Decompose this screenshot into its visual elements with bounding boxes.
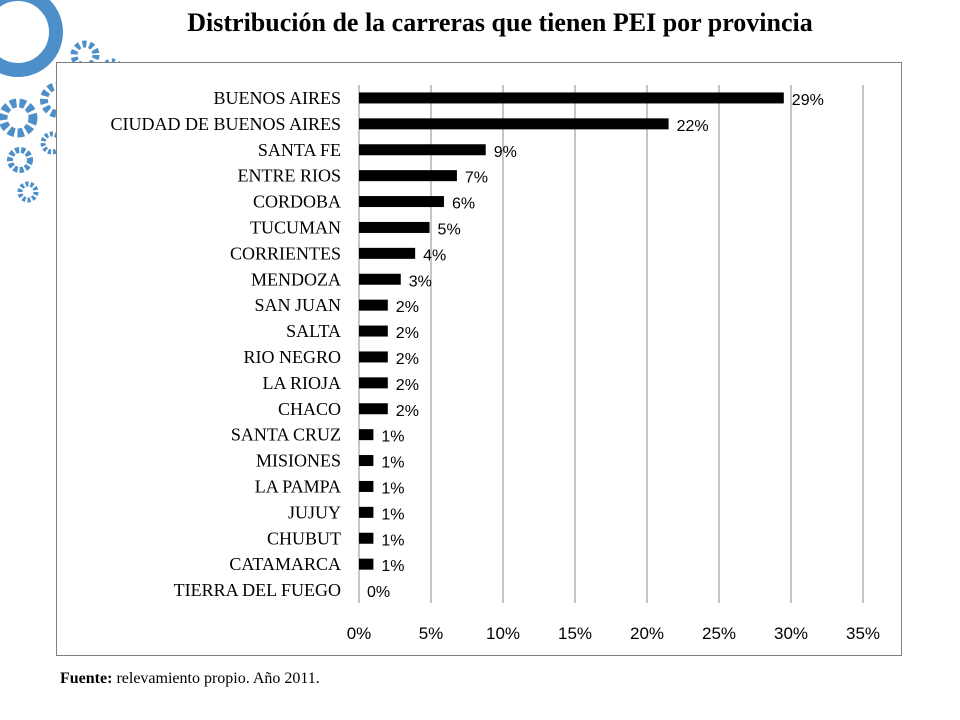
bar: [359, 170, 457, 182]
category-label: SALTA: [286, 321, 341, 341]
x-tick-label: 0%: [347, 624, 372, 643]
category-label: CORRIENTES: [230, 243, 341, 263]
category-label: SANTA FE: [258, 140, 341, 160]
category-label: JUJUY: [288, 502, 341, 522]
bar: [359, 299, 388, 311]
data-label: 2%: [396, 377, 419, 394]
x-tick-label: 30%: [774, 624, 808, 643]
category-label: TUCUMAN: [250, 217, 341, 237]
category-label: CHACO: [278, 399, 341, 419]
bar: [359, 403, 388, 415]
x-tick-label: 35%: [846, 624, 880, 643]
data-label: 2%: [396, 325, 419, 342]
data-label: 5%: [438, 221, 461, 238]
category-label: MISIONES: [256, 451, 341, 471]
data-label: 1%: [381, 429, 404, 446]
x-tick-label: 10%: [486, 624, 520, 643]
category-label: CATAMARCA: [229, 554, 341, 574]
bar: [359, 92, 784, 104]
data-label: 2%: [396, 299, 419, 316]
data-label: 1%: [381, 558, 404, 575]
data-label: 22%: [677, 118, 709, 135]
bar: [359, 480, 374, 492]
data-label: 2%: [396, 351, 419, 368]
bar: [359, 532, 374, 544]
category-label: TIERRA DEL FUEGO: [174, 580, 341, 600]
bar: [359, 506, 374, 518]
bar: [359, 377, 388, 389]
data-label: 1%: [381, 455, 404, 472]
category-label: ENTRE RIOS: [238, 166, 342, 186]
source-note: Fuente: relevamiento propio. Año 2011.: [60, 670, 320, 688]
x-tick-label: 20%: [630, 624, 664, 643]
source-label: Fuente:: [60, 670, 113, 687]
bar: [359, 455, 374, 467]
data-label: 7%: [465, 170, 488, 187]
data-label: 0%: [367, 584, 390, 601]
bar: [359, 429, 374, 441]
bar: [359, 144, 486, 156]
category-label: RIO NEGRO: [244, 347, 342, 367]
category-label: SAN JUAN: [254, 295, 341, 315]
bar: [359, 558, 374, 570]
category-label: CORDOBA: [253, 192, 341, 212]
data-label: 6%: [452, 196, 475, 213]
bar: [359, 118, 669, 130]
data-label: 1%: [381, 506, 404, 523]
category-label: CIUDAD DE BUENOS AIRES: [110, 114, 341, 134]
category-label: SANTA CRUZ: [231, 425, 341, 445]
bar: [359, 196, 444, 208]
x-tick-label: 5%: [419, 624, 444, 643]
bar: [359, 325, 388, 337]
data-label: 29%: [792, 92, 824, 109]
category-label: BUENOS AIRES: [213, 88, 341, 108]
data-label: 1%: [381, 532, 404, 549]
category-label: LA RIOJA: [262, 373, 341, 393]
x-tick-label: 15%: [558, 624, 592, 643]
category-label: CHUBUT: [267, 528, 341, 548]
data-label: 3%: [409, 273, 432, 290]
data-label: 1%: [381, 480, 404, 497]
bar-chart: 0% 5% 10% 15% 20% 25% 30% 35% BUENOS AIRES 29% CIU…: [110, 85, 880, 643]
source-text: relevamiento propio. Año 2011.: [112, 670, 320, 687]
bar: [359, 247, 416, 259]
data-label: 9%: [494, 144, 517, 161]
category-label: LA PAMPA: [255, 476, 341, 496]
chart-frame: 0% 5% 10% 15% 20% 25% 30% 35% BUENOS AIRES 29% CIU…: [56, 62, 902, 656]
slide-title: Distribución de la carreras que tienen P…: [187, 8, 813, 37]
data-label: 2%: [396, 403, 419, 420]
bar: [359, 351, 388, 363]
x-tick-label: 25%: [702, 624, 736, 643]
category-label: MENDOZA: [251, 269, 341, 289]
data-label: 4%: [423, 247, 446, 264]
bar: [359, 273, 401, 285]
bar: [359, 221, 430, 233]
